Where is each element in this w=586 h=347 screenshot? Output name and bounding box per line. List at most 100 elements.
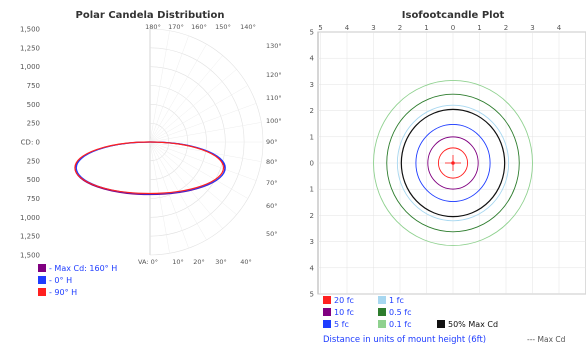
polar-angle-label: 40° [240,258,252,266]
polar-grid-spoke [149,141,262,162]
polar-angle-label: 70° [266,179,278,187]
iso-legend-swatch [378,320,386,328]
polar-radial-tick-label: 1,000 [20,214,40,222]
iso-legend-swatch [323,296,331,304]
polar-angle-label: 30° [215,258,227,266]
polar-radial-tick-label: 1,250 [20,233,40,241]
polar-radial-tick-label: 250 [27,157,40,165]
polar-angle-label: 60° [266,202,278,210]
polar-angle-labels-bottom: VA: 0° 10° 20° 30° 40° [138,258,252,266]
polar-radial-tick-label: 1,500 [20,26,40,34]
polar-grid-spoke [149,141,257,181]
polar-grid-spoke [149,30,170,143]
polar-angle-label: 10° [172,258,184,266]
iso-chart: Isofootcandle Plot 5 4 3 2 1 0 1 2 3 4 5 4 3 2 1 0 1 2 3 4… [310,10,586,345]
iso-x-tick-label: 3 [530,24,534,32]
polar-title: Polar Candela Distribution [76,10,225,21]
polar-radial-tick-label: 1,000 [20,63,40,71]
polar-series-curve [74,141,225,195]
iso-legend-label: 10 fc [334,308,354,317]
polar-legend-label: - 90° H [49,288,77,297]
iso-contours [373,80,533,246]
iso-contour [427,136,479,190]
iso-y-tick-label: 5 [310,29,314,37]
polar-angle-label: 110° [266,94,282,102]
iso-y-tick-label: 5 [310,291,314,299]
iso-contour [386,93,520,233]
polar-series [74,141,226,196]
polar-grid-spoke [149,122,262,143]
iso-x-tick-label: 0 [451,24,455,32]
iso-contour [437,147,469,179]
polar-angle-label: 20° [193,258,205,266]
iso-x-tick-label: 2 [504,24,508,32]
iso-legend-swatch [378,296,386,304]
polar-grid-spoke [149,35,189,143]
polar-legend-swatch [38,264,46,272]
iso-grid [318,31,586,295]
polar-angle-label: 50° [266,230,278,238]
iso-footnote: Distance in units of mount height (6ft) [323,335,486,345]
polar-legend-label: - Max Cd: 160° H [49,264,117,273]
polar-angle-label: 90° [266,138,278,146]
iso-x-tick-label: 3 [371,24,375,32]
polar-angle-label: 140° [240,23,256,31]
iso-legend-swatch [323,320,331,328]
iso-x-tick-label: 1 [477,24,481,32]
iso-legend-label: 20 fc [334,296,354,305]
polar-radial-tick-label: 1,250 [20,44,40,52]
iso-contour [400,108,506,218]
polar-angle-labels-right: 130° 120° 110° 100° 90° 80° 70° 60° 50° [266,42,282,238]
iso-x-tick-label: 2 [398,24,402,32]
polar-radial-tick-label: CD: 0 [21,139,40,147]
polar-legend-swatch [38,276,46,284]
polar-grid-spoke [149,44,207,143]
iso-max-cd-note: --- Max Cd [527,335,566,344]
polar-grid-spoke [149,141,237,215]
iso-contour [396,104,510,222]
polar-angle-label: 180° [145,23,161,31]
iso-y-ticks: 5 4 3 2 1 0 1 2 3 4 5 [310,29,315,299]
iso-legend: 20 fc 10 fc 5 fc 1 fc 0.5 fc 0.1 fc 50% Max Cd [323,296,498,329]
polar-grid-spoke [149,141,248,199]
iso-x-ticks: 5 4 3 2 1 0 1 2 3 4 [318,24,562,32]
polar-angle-label: 130° [266,42,282,50]
polar-chart: Polar Candela Distribution 1,500 1,250 1,0… [20,10,282,297]
iso-legend-swatch [378,308,386,316]
iso-title: Isofootcandle Plot [402,10,505,21]
iso-legend-label: 50% Max Cd [448,320,498,329]
polar-radial-tick-label: 250 [27,120,40,128]
polar-radial-tick-label: 750 [27,82,40,90]
iso-center-dot [451,161,455,165]
polar-legend-swatch [38,288,46,296]
iso-legend-label: 0.5 fc [389,308,411,317]
iso-contour [415,124,491,202]
polar-grid-spoke [149,141,170,254]
polar-grid-spoke [149,141,189,249]
polar-angle-label: 150° [215,23,231,31]
iso-y-tick-label: 2 [310,107,314,115]
polar-grid-spoke [149,85,248,143]
iso-x-tick-label: 4 [557,24,562,32]
polar-legend: - Max Cd: 160° H - 0° H - 90° H [38,264,117,297]
polar-angle-label: 120° [266,71,282,79]
polar-angle-label: 170° [168,23,184,31]
polar-radial-tick-label: 750 [27,195,40,203]
polar-angle-labels-top: 180° 170° 160° 150° 140° [145,23,256,31]
polar-radial-tick-label: 500 [27,176,40,184]
polar-grid-spoke [149,55,223,143]
iso-y-tick-label: 2 [310,212,314,220]
iso-x-tick-label: 1 [424,24,428,32]
iso-legend-label: 5 fc [334,320,349,329]
iso-y-tick-label: 4 [310,55,315,63]
polar-grid-spoke [149,141,223,229]
polar-angle-label: 100° [266,117,282,125]
polar-grid-spoke [149,69,237,143]
iso-y-tick-label: 0 [310,160,314,168]
iso-y-tick-label: 1 [310,186,314,194]
iso-contour [373,80,533,246]
iso-legend-swatch [323,308,331,316]
polar-angle-label: 80° [266,158,278,166]
polar-radial-ticks: 1,500 1,250 1,000 750 500 250 CD: 0 250 500 750 1,… [20,26,40,260]
